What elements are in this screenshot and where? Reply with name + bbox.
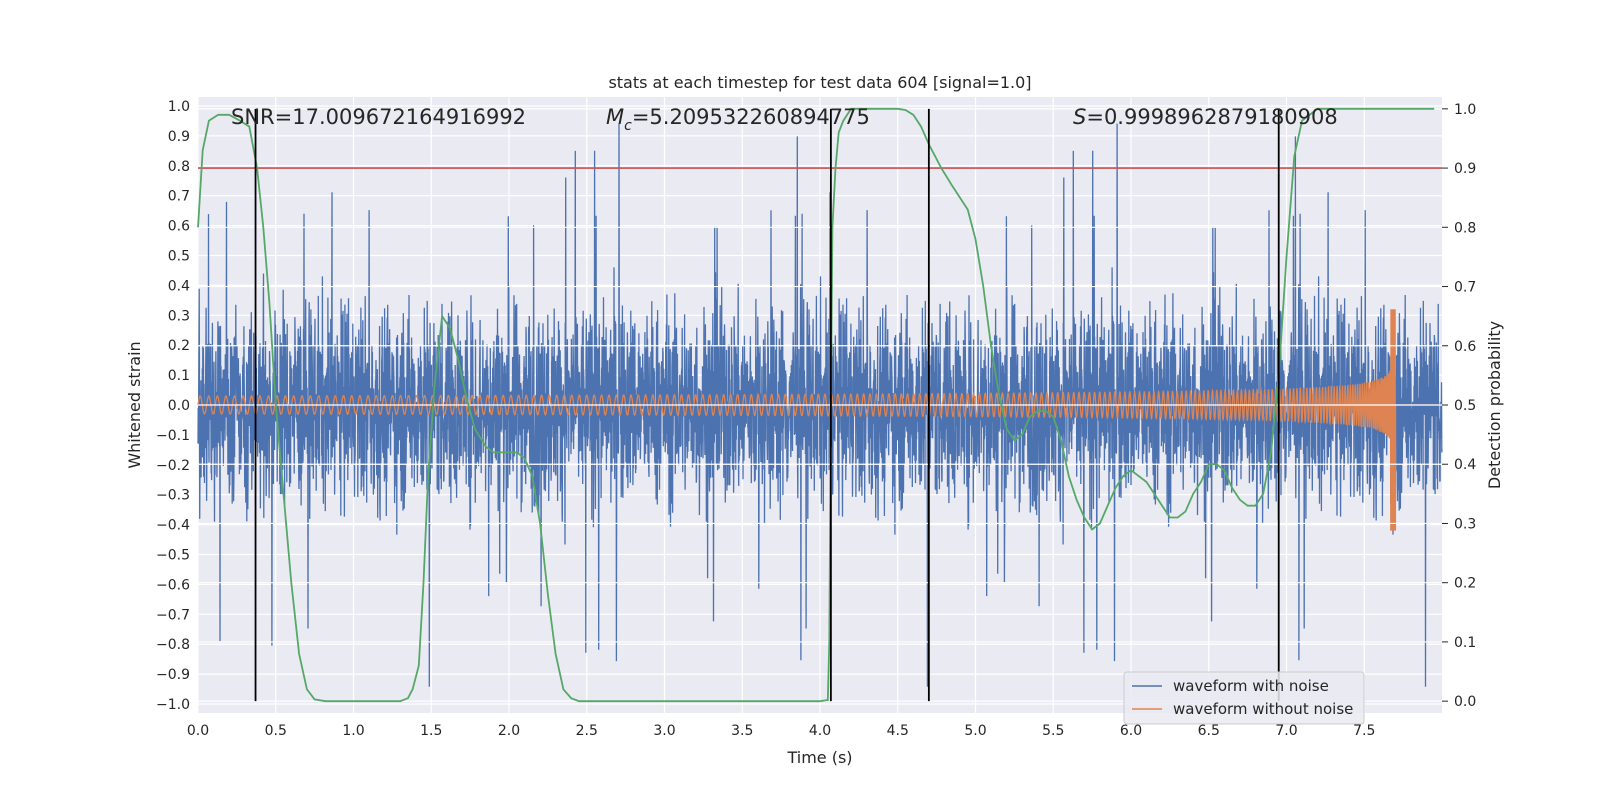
y-left-tick-label: −0.8 [156,637,190,653]
chirp-mass-subscript: c [624,118,632,134]
y-right-tick-label: 0.5 [1454,398,1476,414]
axis-ticks: 0.0 0.5 1.0 1.5 2.0 2.5 3.0 3.5 4.0 4.5 5.0 5.5 6.0 6… [156,99,1476,739]
chirp-mass-symbol: M [606,105,624,129]
y-right-tick-label: 0.4 [1454,457,1476,473]
y-right-tick-label: 0.0 [1454,694,1476,710]
series-waveform-with-noise [197,123,1443,687]
y-left-tick-label: 0.6 [168,219,190,235]
snr-annotation: SNR=17.009672164916992 [231,105,526,129]
y-right-tick-label: 0.6 [1454,339,1476,355]
y-left-tick-label: −1.0 [156,697,190,713]
event-markers [254,108,1280,702]
y-right-tick-label: 1.0 [1454,102,1476,118]
y-right-tick-label: 0.3 [1454,516,1476,532]
right-axis-grid-lines [198,108,1442,702]
y-right-tick-label: 0.1 [1454,635,1476,651]
legend-label-clean: waveform without noise [1173,700,1353,718]
x-tick-label: 1.0 [342,723,364,739]
y-left-tick-label: 0.1 [168,368,190,384]
y-right-tick-label: 0.2 [1454,576,1476,592]
y-left-tick-label: 0.2 [168,338,190,354]
x-tick-label: 7.5 [1353,723,1375,739]
y-left-tick-label: 0.0 [168,398,190,414]
series-detection-probability [197,107,1435,703]
y-left-tick-label: −0.9 [156,667,190,683]
x-tick-label: 6.0 [1120,723,1142,739]
legend-label-noise: waveform with noise [1173,677,1329,695]
y-right-tick-label: 0.8 [1454,220,1476,236]
x-tick-label: 4.0 [809,723,831,739]
x-tick-label: 7.0 [1275,723,1297,739]
y-axis-label-left: Whitened strain [125,341,144,468]
y-left-tick-label: 0.7 [168,189,190,205]
y-left-tick-label: −0.6 [156,577,190,593]
y-right-tick-label: 0.9 [1454,161,1476,177]
x-axis-label: Time (s) [786,748,852,767]
x-tick-label: 1.5 [420,723,442,739]
x-tick-label: 5.5 [1042,723,1064,739]
y-left-tick-label: −0.3 [156,488,190,504]
chirp-mass-annotation: Mc=5.209532260894775 [606,105,870,134]
y-left-tick-label: −0.7 [156,607,190,623]
chirp-mass-value: =5.209532260894775 [632,105,870,129]
statistic-symbol: S [1073,105,1086,129]
y-axis-label-right: Detection probability [1485,321,1504,489]
y-right-tick-label: 0.7 [1454,280,1476,296]
x-tick-label: 3.5 [731,723,753,739]
legend-box [1123,671,1365,725]
y-left-tick-label: 0.5 [168,248,190,264]
x-tick-label: 2.0 [498,723,520,739]
noise-waveform-path [197,123,1443,687]
x-tick-label: 4.5 [887,723,909,739]
chart-title: stats at each timestep for test data 604… [608,73,1031,92]
y-left-tick-label: 0.3 [168,308,190,324]
x-tick-label: 5.0 [964,723,986,739]
x-tick-label: 3.0 [653,723,675,739]
x-tick-label: 2.5 [576,723,598,739]
y-left-tick-label: 1.0 [168,99,190,115]
x-tick-label: 0.0 [187,723,209,739]
y-left-tick-label: −0.2 [156,458,190,474]
x-tick-label: 6.5 [1198,723,1220,739]
y-left-tick-label: 0.4 [168,278,190,294]
statistic-value: =0.9998962879180908 [1086,105,1337,129]
y-left-tick-label: −0.5 [156,548,190,564]
statistic-annotation: S=0.9998962879180908 [1073,105,1338,129]
y-left-tick-label: 0.8 [168,159,190,175]
y-left-tick-label: 0.9 [168,129,190,145]
y-left-tick-label: −0.4 [156,518,190,534]
y-left-tick-label: −0.1 [156,428,190,444]
legend: waveform with noise waveform without noi… [1123,671,1365,725]
x-tick-label: 0.5 [265,723,287,739]
detection-probability-path [197,107,1435,703]
